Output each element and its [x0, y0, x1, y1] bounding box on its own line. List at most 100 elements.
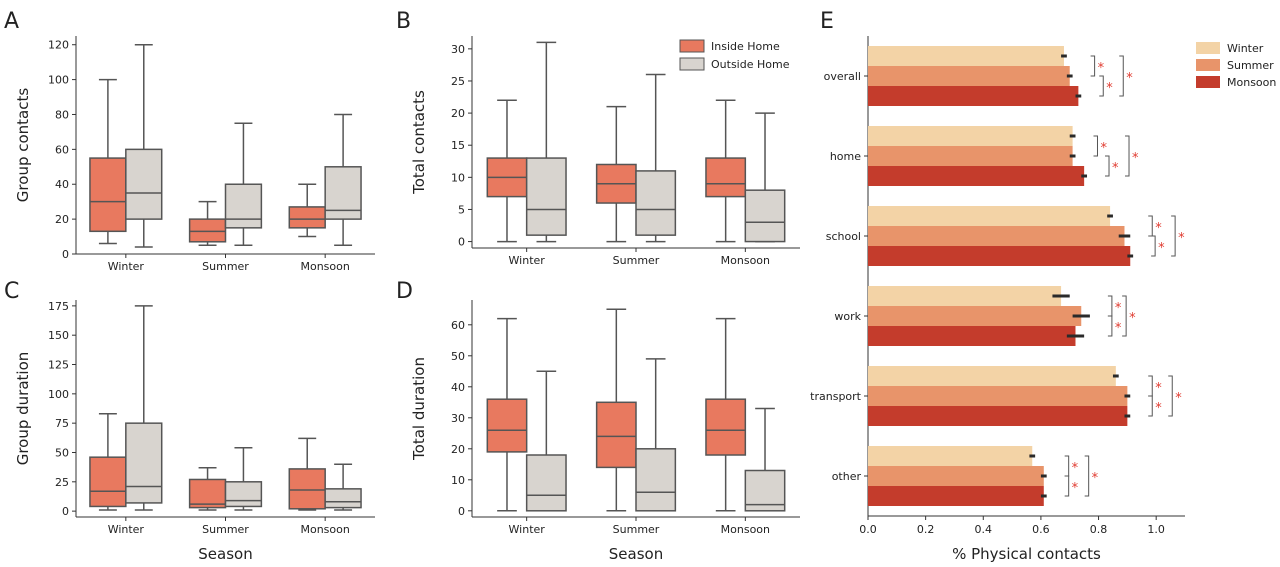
significance-star: * — [1100, 141, 1107, 156]
box-iqr — [525, 454, 567, 512]
legend-swatch-summer — [1196, 59, 1220, 71]
y-tick-label-overall: overall — [824, 70, 861, 83]
y-tick-label: 120 — [48, 39, 69, 52]
significance-bracket — [1064, 455, 1070, 477]
x-tick-label-monsoon: Monsoon — [721, 254, 770, 267]
box-iqr — [705, 398, 747, 456]
panel-b: B 0 5 10 15 20 25 30 Total contacts Winter Summer M… — [396, 9, 800, 267]
y-tick-label: 0 — [458, 236, 465, 249]
legend: Inside Home Outside Home — [679, 39, 790, 71]
y-tick-label: 80 — [55, 108, 69, 121]
significance-star: * — [1072, 481, 1079, 496]
significance-star: * — [1098, 61, 1105, 76]
significance-star: * — [1158, 241, 1165, 256]
bar-work-summer — [868, 306, 1082, 326]
x-axis-label: Season — [609, 545, 663, 563]
bar-transport-summer — [868, 386, 1128, 406]
x-tick-label-monsoon: Monsoon — [300, 523, 349, 536]
y-tick-label: 150 — [48, 329, 69, 342]
x-tick-label: 0.0 — [859, 523, 877, 536]
box-iqr — [705, 157, 747, 198]
y-tick-label: 40 — [451, 381, 465, 394]
y-tick-label: 5 — [458, 203, 465, 216]
box-winter-outside-home — [125, 305, 163, 511]
x-tick-label: 0.8 — [1090, 523, 1108, 536]
y-tick-label: 20 — [451, 107, 465, 120]
significance-bracket — [1125, 135, 1130, 177]
x-tick-label: 0.4 — [975, 523, 993, 536]
y-tick-label: 25 — [55, 476, 69, 489]
x-tick-label-winter: Winter — [509, 523, 546, 536]
y-tick-label: 100 — [48, 74, 69, 87]
panel-c: C 0 25 50 75 100 125 150 175 Group duration Winter… — [4, 279, 375, 563]
legend-label-winter: Winter — [1227, 42, 1264, 55]
significance-star: * — [1126, 71, 1133, 86]
panel-letter: E — [820, 9, 834, 34]
bar-school-summer — [868, 226, 1125, 246]
box-iqr — [224, 481, 263, 508]
box-iqr — [324, 166, 362, 220]
x-tick-label-monsoon: Monsoon — [721, 523, 770, 536]
legend-label-summer: Summer — [1227, 59, 1274, 72]
box-summer-outside-home — [635, 73, 677, 243]
bar-school-monsoon — [868, 246, 1131, 266]
legend-swatch-outside-home — [679, 57, 705, 71]
box-winter-inside-home — [89, 78, 127, 245]
panel-letter: B — [396, 9, 411, 34]
x-tick-label-summer: Summer — [202, 260, 249, 273]
y-tick-label: 30 — [451, 412, 465, 425]
y-tick-label-school: school — [826, 230, 861, 243]
box-iqr — [744, 189, 786, 243]
y-tick-label: 10 — [451, 171, 465, 184]
box-iqr — [125, 422, 163, 504]
significance-star: * — [1155, 401, 1162, 416]
y-tick-label: 125 — [48, 359, 69, 372]
y-axis-label: Group contacts — [14, 88, 32, 203]
box-winter-inside-home — [486, 99, 528, 243]
legend: Winter Summer Monsoon — [1196, 42, 1276, 89]
box-iqr — [635, 170, 677, 236]
significance-star: * — [1115, 321, 1122, 336]
significance-star: * — [1072, 461, 1079, 476]
significance-bracket — [1105, 155, 1110, 177]
box-monsoon-inside-home — [705, 99, 747, 243]
panel-letter: D — [396, 279, 413, 304]
y-tick-label: 0 — [62, 505, 69, 518]
legend-swatch-inside-home — [679, 39, 705, 53]
x-tick-label: 0.2 — [917, 523, 935, 536]
y-tick-label: 75 — [55, 417, 69, 430]
box-summer-inside-home — [188, 466, 227, 511]
bar-work-winter — [868, 286, 1062, 306]
legend-label-outside-home: Outside Home — [711, 58, 790, 71]
y-tick-label: 60 — [55, 143, 69, 156]
x-tick-label-summer: Summer — [613, 254, 660, 267]
bar-home-summer — [868, 146, 1073, 166]
x-axis-label: % Physical contacts — [952, 545, 1101, 563]
significance-star: * — [1175, 391, 1182, 406]
y-tick-label: 25 — [451, 75, 465, 88]
significance-star: * — [1178, 231, 1185, 246]
legend-swatch-monsoon — [1196, 76, 1220, 88]
y-tick-label: 20 — [55, 213, 69, 226]
significance-bracket — [1090, 55, 1096, 77]
significance-star: * — [1115, 301, 1122, 316]
legend-label-monsoon: Monsoon — [1227, 76, 1276, 89]
box-summer-inside-home — [595, 308, 637, 512]
box-iqr — [288, 206, 326, 229]
bar-home-winter — [868, 126, 1073, 146]
bar-school-winter — [868, 206, 1111, 226]
bar-transport-monsoon — [868, 406, 1128, 426]
box-iqr — [188, 218, 227, 243]
significance-bracket — [1148, 215, 1153, 237]
box-summer-inside-home — [595, 105, 637, 243]
box-iqr — [125, 148, 163, 220]
significance-bracket — [1168, 375, 1173, 417]
box-iqr — [486, 398, 528, 453]
significance-star: * — [1092, 471, 1099, 486]
significance-star: * — [1155, 381, 1162, 396]
box-summer-outside-home — [224, 122, 263, 247]
panel-a: A 0 20 40 60 80 100 120 Group contacts Winter Summ… — [4, 9, 375, 273]
panel-letter: A — [4, 9, 19, 34]
y-tick-label: 60 — [451, 319, 465, 332]
